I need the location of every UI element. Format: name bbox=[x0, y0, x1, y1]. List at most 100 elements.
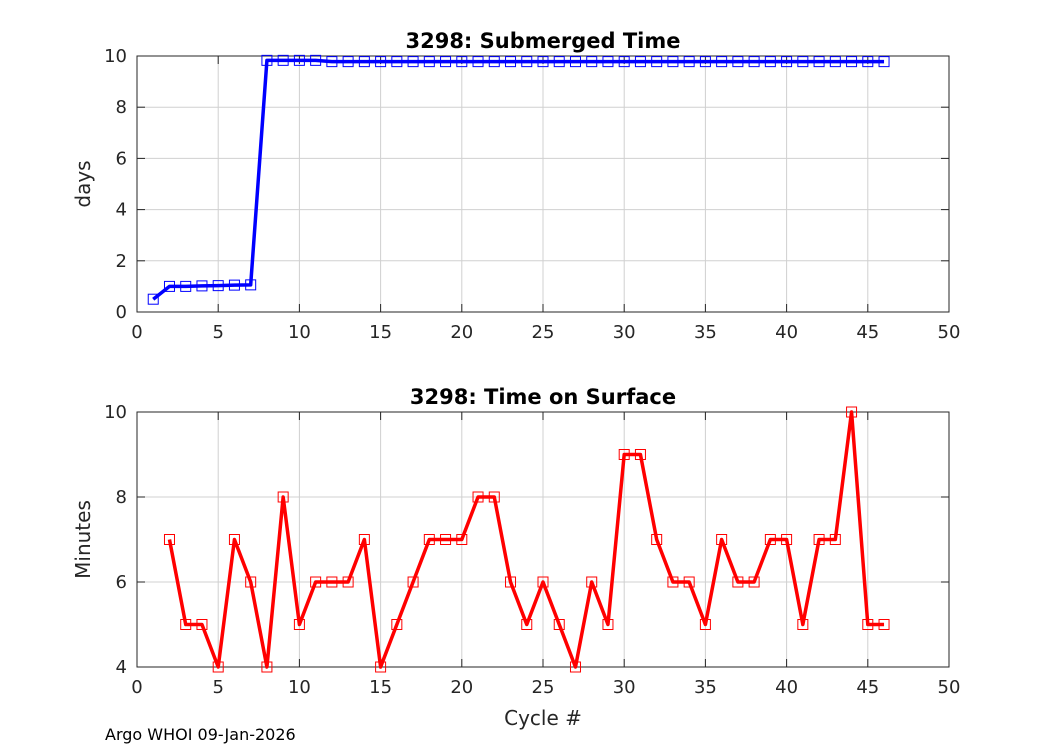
y-tick-label: 4 bbox=[116, 200, 127, 221]
data-point bbox=[748, 576, 760, 588]
x-tick-label: 20 bbox=[450, 322, 473, 343]
series-line bbox=[167, 410, 885, 669]
data-point bbox=[634, 449, 646, 460]
x-tick-label: 5 bbox=[212, 677, 223, 698]
data-point bbox=[163, 280, 175, 292]
data-point bbox=[505, 576, 517, 588]
y-tick-label: 10 bbox=[104, 46, 127, 67]
x-tick-label: 40 bbox=[775, 322, 798, 343]
y-tick-label: 2 bbox=[116, 251, 127, 272]
x-tick-label: 25 bbox=[532, 677, 555, 698]
data-point bbox=[423, 56, 435, 68]
x-tick-label: 10 bbox=[288, 322, 311, 343]
data-point bbox=[505, 56, 517, 68]
data-point bbox=[245, 279, 257, 291]
data-point bbox=[651, 56, 663, 68]
data-point bbox=[358, 56, 370, 68]
data-point bbox=[732, 56, 744, 68]
data-point bbox=[358, 534, 370, 545]
data-point bbox=[813, 534, 825, 545]
data-point bbox=[829, 56, 841, 68]
data-point bbox=[196, 619, 208, 630]
data-point bbox=[407, 56, 419, 68]
data-point bbox=[521, 56, 533, 68]
data-point bbox=[716, 534, 728, 545]
data-point bbox=[456, 534, 468, 545]
data-point bbox=[862, 56, 874, 68]
data-point bbox=[342, 56, 354, 68]
data-point bbox=[375, 56, 387, 68]
data-point bbox=[212, 280, 224, 292]
data-point bbox=[326, 56, 338, 68]
x-tick-label: 0 bbox=[131, 677, 142, 698]
data-point bbox=[196, 280, 208, 292]
data-point bbox=[618, 449, 630, 460]
data-point bbox=[586, 576, 598, 588]
data-point bbox=[391, 619, 403, 630]
footer-label: Argo WHOI 09-Jan-2026 bbox=[105, 725, 296, 744]
y-tick-label: 6 bbox=[116, 148, 127, 169]
y-axis-label: Minutes bbox=[71, 500, 95, 579]
data-point bbox=[781, 56, 793, 68]
x-tick-label: 50 bbox=[938, 677, 961, 698]
data-point bbox=[748, 56, 760, 68]
data-point bbox=[212, 661, 224, 673]
x-tick-label: 25 bbox=[532, 322, 555, 343]
data-point bbox=[440, 56, 452, 68]
x-axis-label: Cycle # bbox=[504, 706, 582, 730]
data-point bbox=[602, 56, 614, 68]
data-point bbox=[797, 56, 809, 68]
data-point bbox=[553, 56, 565, 68]
data-point bbox=[456, 56, 468, 68]
x-tick-label: 30 bbox=[613, 677, 636, 698]
data-point bbox=[862, 619, 874, 630]
data-point bbox=[683, 56, 695, 68]
data-point bbox=[781, 534, 793, 545]
data-point bbox=[569, 56, 581, 68]
data-point bbox=[716, 56, 728, 68]
x-tick-label: 20 bbox=[450, 677, 473, 698]
chart-title: 3298: Time on Surface bbox=[410, 385, 676, 409]
data-point bbox=[699, 56, 711, 68]
data-point bbox=[375, 661, 387, 673]
data-point bbox=[310, 54, 322, 66]
chart-surface: 0 5 10 15 20 25 30 35 40 45 50 4 6 8 10 3298: Time on S… bbox=[71, 385, 960, 730]
data-point bbox=[813, 56, 825, 68]
data-point bbox=[326, 576, 338, 588]
data-point bbox=[180, 280, 192, 292]
data-point bbox=[261, 661, 273, 673]
data-point bbox=[569, 661, 581, 673]
data-point bbox=[846, 56, 858, 68]
x-tick-label: 45 bbox=[856, 322, 879, 343]
x-tick-label: 15 bbox=[369, 677, 392, 698]
x-tick-label: 30 bbox=[613, 322, 636, 343]
data-point bbox=[277, 54, 289, 66]
data-point bbox=[472, 56, 484, 68]
data-point bbox=[488, 56, 500, 68]
chart-title: 3298: Submerged Time bbox=[405, 29, 680, 53]
data-point bbox=[651, 534, 663, 545]
x-tick-label: 5 bbox=[212, 322, 223, 343]
data-point bbox=[732, 576, 744, 588]
data-point bbox=[764, 56, 776, 68]
y-axis-label: days bbox=[71, 160, 95, 207]
data-point bbox=[764, 534, 776, 545]
data-point bbox=[245, 576, 257, 588]
y-tick-label: 8 bbox=[116, 487, 127, 508]
data-point bbox=[878, 56, 890, 68]
data-point bbox=[521, 619, 533, 630]
data-point bbox=[423, 534, 435, 545]
y-tick-label: 6 bbox=[116, 572, 127, 593]
data-point bbox=[293, 619, 305, 630]
data-point bbox=[342, 576, 354, 588]
data-point bbox=[537, 56, 549, 68]
data-point bbox=[878, 619, 890, 630]
data-point bbox=[846, 406, 858, 418]
series-line bbox=[152, 58, 885, 301]
data-point bbox=[667, 576, 679, 588]
chart-submerged: 0 5 10 15 20 25 30 35 40 45 50 0 2 4 6 8 10 3298: Submerg… bbox=[71, 29, 960, 343]
data-point bbox=[228, 279, 240, 291]
data-point bbox=[602, 619, 614, 630]
data-point bbox=[310, 576, 322, 588]
